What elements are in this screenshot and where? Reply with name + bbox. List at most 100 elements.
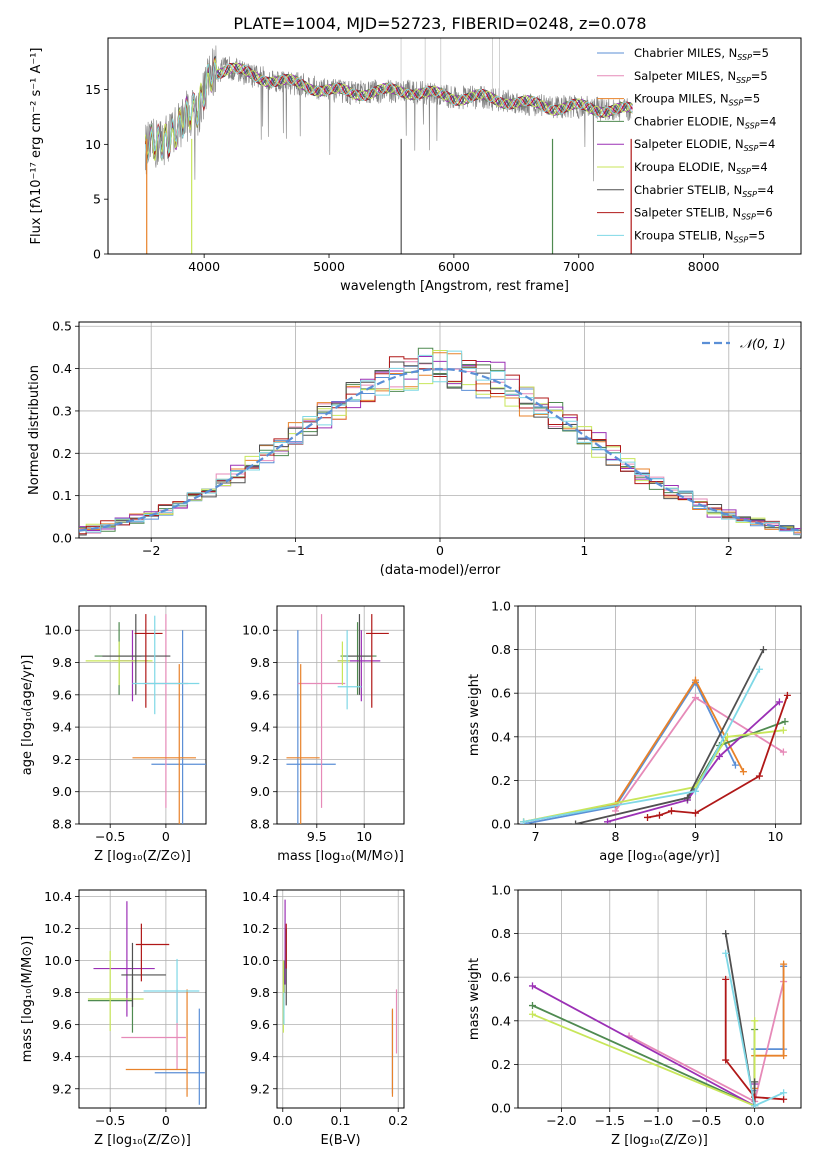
weight-line-0 xyxy=(753,966,785,1091)
y-tick-label: 0.8 xyxy=(491,926,511,941)
y-tick-label: 0.4 xyxy=(491,729,511,744)
x-tick-label: 2 xyxy=(725,543,733,558)
x-tick-label: 9 xyxy=(691,829,699,844)
weight-marker xyxy=(604,818,612,824)
y-tick-label: 10.0 xyxy=(242,953,270,968)
y-tick-label: 0.6 xyxy=(491,970,511,985)
legend-subscript: SSP xyxy=(737,53,752,62)
y-tick-label: 0.1 xyxy=(52,488,72,503)
y-tick-label: 0 xyxy=(93,247,101,262)
model-spectrum-4 xyxy=(145,62,633,160)
axes-frame xyxy=(78,889,207,1109)
x-tick-label: −0.5 xyxy=(691,1113,721,1128)
weight-marker xyxy=(572,820,580,824)
residual-histogram-panel: −2 −1 0 1 2 0.0 0.1 0.2 0.3 0.4 0.5 (data-model)/er… xyxy=(27,319,802,578)
legend-suffix: =5 xyxy=(748,228,765,242)
weight-marker xyxy=(755,665,763,673)
legend-entry: Chabrier MILES, NSSP=5 xyxy=(634,46,769,62)
legend-entry: Kroupa ELODIE, NSSP=4 xyxy=(634,160,768,176)
x-tick-label: −1.0 xyxy=(643,1113,673,1128)
legend-entry: Salpeter STELIB, NSSP=6 xyxy=(634,206,773,222)
x-tick-label: −2.0 xyxy=(546,1113,576,1128)
y-axis-label: Normed distribution xyxy=(27,365,42,495)
weight-marker xyxy=(751,1078,759,1086)
x-tick-label: 10 xyxy=(356,829,372,844)
axes-frame xyxy=(517,889,802,1109)
y-tick-label: 10.0 xyxy=(44,623,72,638)
y-tick-label: 9.6 xyxy=(250,1017,270,1032)
x-tick-label: 6000 xyxy=(438,259,470,274)
weight-marker xyxy=(722,930,730,938)
y-tick-label: 0.2 xyxy=(491,1057,511,1072)
y-tick-label: 0.8 xyxy=(491,642,511,657)
weight-line-2 xyxy=(523,678,745,823)
y-tick-label: 9.8 xyxy=(52,655,72,670)
weight-marker xyxy=(691,787,699,795)
weight-marker xyxy=(781,718,789,726)
y-tick-label: 9.6 xyxy=(52,687,72,702)
weight-marker xyxy=(751,1102,759,1108)
legend-entry: Salpeter MILES, NSSP=5 xyxy=(634,69,768,85)
legend-entry: 𝒩(0, 1) xyxy=(740,336,786,351)
x-tick-label: 0.0 xyxy=(745,1113,765,1128)
weight-marker xyxy=(780,1052,788,1060)
weight-marker xyxy=(755,772,763,780)
y-tick-label: 9.2 xyxy=(250,752,270,767)
legend-suffix: =4 xyxy=(758,137,775,151)
y-tick-label: 9.8 xyxy=(250,655,270,670)
y-tick-label: 15 xyxy=(85,82,101,97)
x-tick-label: 0 xyxy=(162,1113,170,1128)
model-spectrum-2 xyxy=(145,63,633,163)
y-tick-label: 0.5 xyxy=(52,319,72,334)
y-tick-label: 9.6 xyxy=(250,687,270,702)
legend-entry: Chabrier STELIB, NSSP=4 xyxy=(634,183,774,199)
weight-line-5 xyxy=(532,1013,756,1108)
y-axis-label: mass weight xyxy=(467,958,482,1040)
y-tick-label: 9.2 xyxy=(250,1081,270,1096)
mass-vs-reddening-panel: 0.0 0.1 0.2 9.2 9.4 9.6 9.8 10.0 10.2 10.4 E(B-V) xyxy=(242,889,408,1148)
weight-line-6 xyxy=(724,933,756,1108)
x-axis-label: E(B-V) xyxy=(320,1133,360,1148)
legend-entry: Salpeter ELODIE, NSSP=4 xyxy=(634,137,775,153)
legend-subscript: SSP xyxy=(736,167,751,176)
axes-frame xyxy=(517,605,802,825)
errorbar-plot xyxy=(85,614,206,824)
y-tick-label: 9.2 xyxy=(52,1081,72,1096)
weight-marker xyxy=(739,768,747,776)
errorbar-plot xyxy=(282,899,398,1097)
errorbar-plot xyxy=(286,614,389,824)
x-axis-label: mass [log₁₀(M/M⊙)] xyxy=(277,849,404,864)
x-tick-label: −2 xyxy=(142,543,160,558)
y-tick-label: 9.0 xyxy=(52,784,72,799)
weight-marker xyxy=(780,1089,788,1097)
mass-weight-vs-metallicity-panel: −2.0 −1.5 −1.0 −0.5 0.0 0.0 0.2 0.4 0.6 0.8 1.0 Z [… xyxy=(467,883,802,1148)
weight-marker xyxy=(783,691,791,699)
y-tick-label: 0.4 xyxy=(52,361,72,376)
weight-marker xyxy=(715,752,723,760)
y-tick-label: 10.4 xyxy=(242,889,270,904)
y-tick-label: 1.0 xyxy=(491,599,511,614)
weight-line-3 xyxy=(686,720,786,801)
y-tick-label: 9.8 xyxy=(250,985,270,1000)
legend-subscript: SSP xyxy=(734,235,749,244)
residual-histogram-4 xyxy=(79,356,801,532)
axes-frame xyxy=(78,605,207,825)
y-tick-label: 9.2 xyxy=(52,752,72,767)
y-tick-label: 9.4 xyxy=(52,720,72,735)
weight-line-2 xyxy=(753,964,785,1089)
legend-subscript: SSP xyxy=(736,76,751,85)
x-axis-label: Z [log₁₀(Z/Z⊙)] xyxy=(611,1133,708,1148)
weight-marker xyxy=(780,960,788,968)
y-tick-label: 0.6 xyxy=(491,686,511,701)
x-tick-label: 7 xyxy=(532,829,540,844)
legend-entry: Kroupa MILES, NSSP=5 xyxy=(634,92,760,108)
x-tick-label: 5000 xyxy=(313,259,345,274)
y-tick-label: 9.0 xyxy=(250,784,270,799)
x-axis-label: age [log₁₀(age/yr)] xyxy=(599,849,720,864)
weight-marker xyxy=(683,794,691,802)
y-axis-label: mass [log₁₀(M/M⊙)] xyxy=(20,936,35,1063)
weight-marker xyxy=(722,975,730,983)
weight-marker xyxy=(723,733,731,741)
y-tick-label: 10.4 xyxy=(44,889,72,904)
